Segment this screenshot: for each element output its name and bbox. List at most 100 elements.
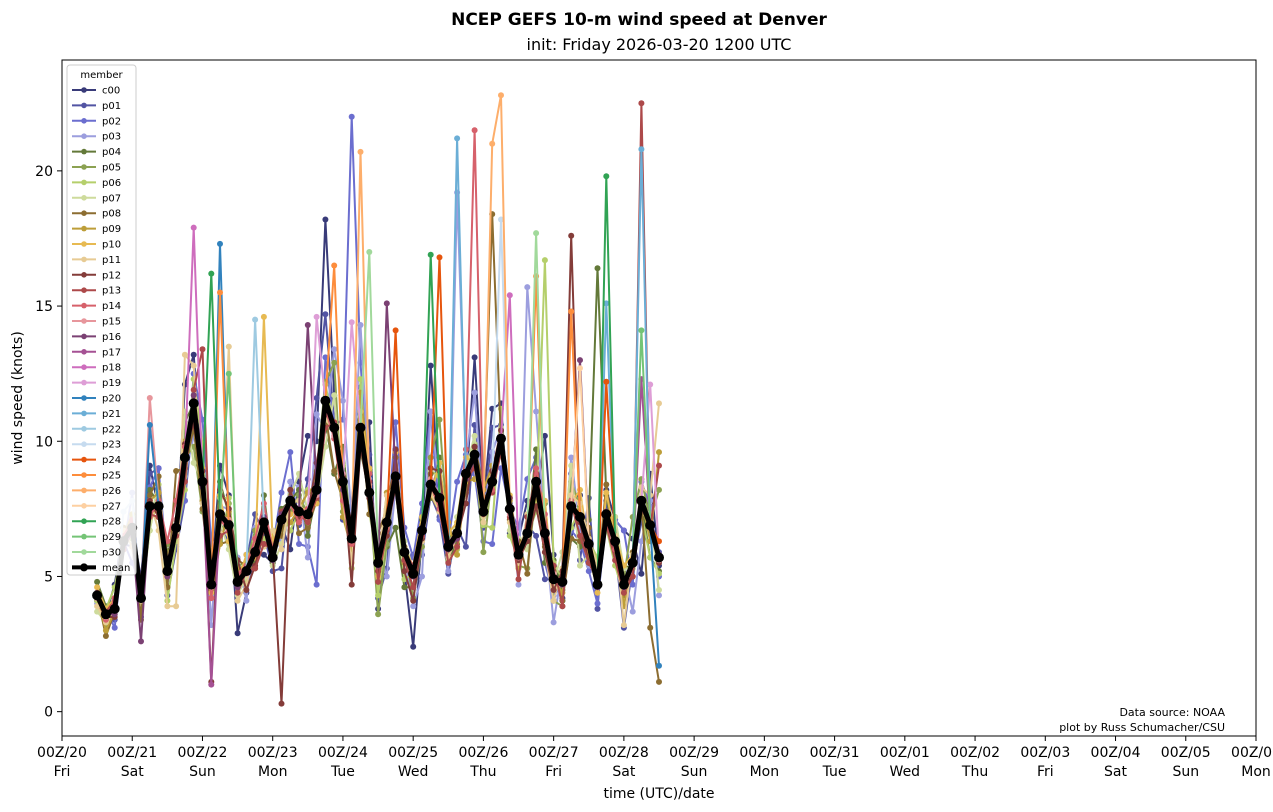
legend-swatch-marker <box>81 318 87 324</box>
plot-area <box>62 60 1256 736</box>
x-tick-label: 00Z/30 <box>739 745 789 761</box>
x-tick-day-label: Mon <box>750 764 780 780</box>
legend-swatch-marker <box>81 87 87 93</box>
data-point-mean <box>100 609 111 620</box>
data-point-mean <box>136 593 146 604</box>
data-point-mean <box>320 395 331 406</box>
data-point-p13 <box>656 462 662 469</box>
legend-swatch-marker <box>80 563 88 572</box>
legend-swatch-marker <box>81 379 87 386</box>
data-point-p05 <box>436 416 443 423</box>
data-point-p17 <box>208 681 215 688</box>
x-tick-day-label: Fri <box>1037 764 1054 780</box>
legend-entry-c00: c00 <box>72 86 120 97</box>
x-tick-day-label: Sun <box>681 764 708 780</box>
x-tick-label: 00Z/29 <box>669 745 719 761</box>
legend-entry-p14: p14 <box>72 301 121 312</box>
data-point-p25 <box>331 262 338 269</box>
data-point-p13 <box>410 584 417 591</box>
x-tick-day-label: Thu <box>961 764 988 780</box>
data-point-p03 <box>568 454 575 461</box>
data-point-p18 <box>190 224 197 231</box>
data-point-p05 <box>331 359 338 366</box>
data-point-c00 <box>234 630 241 637</box>
legend-entry-p22: p22 <box>72 424 121 435</box>
data-point-p13 <box>190 386 197 393</box>
data-point-mean <box>302 509 313 520</box>
data-point-p27 <box>577 365 583 372</box>
legend-swatch-marker <box>81 210 87 216</box>
x-tick-day-label: Sat <box>121 764 144 780</box>
data-point-mean <box>434 493 445 503</box>
legend-label: p03 <box>102 132 121 143</box>
data-point-mean <box>276 514 287 525</box>
data-point-p13 <box>629 573 636 580</box>
legend-swatch-marker <box>81 179 87 186</box>
legend-entry-p09: p09 <box>72 224 121 235</box>
data-point-mean <box>592 579 603 590</box>
data-point-p12 <box>462 500 469 507</box>
data-point-p08 <box>102 633 109 639</box>
data-point-p16 <box>138 638 144 645</box>
x-tick-label: 00Z/04 <box>1091 745 1141 761</box>
legend-label: p15 <box>102 317 121 328</box>
y-tick-label: 0 <box>44 705 53 721</box>
data-point-p21 <box>454 135 461 142</box>
plot-frame <box>61 59 1257 737</box>
y-tick-label: 15 <box>35 299 53 315</box>
legend-label: p25 <box>102 471 121 482</box>
data-point-mean <box>215 509 225 520</box>
data-point-p12 <box>550 587 557 593</box>
data-point-p24 <box>392 327 399 334</box>
data-point-p19 <box>348 319 355 326</box>
data-point-p06 <box>489 524 496 531</box>
legend-entry-p05: p05 <box>72 163 121 174</box>
data-point-mean <box>496 433 506 444</box>
legend-entry-p19: p19 <box>72 378 121 389</box>
legend-label: p29 <box>102 532 121 543</box>
data-point-p20 <box>656 662 662 669</box>
data-point-p03 <box>445 568 452 575</box>
y-tick-label: 20 <box>35 164 53 180</box>
data-point-mean <box>109 603 120 614</box>
x-tick-day-label: Wed <box>890 764 921 780</box>
data-point-p03 <box>550 619 557 626</box>
legend-entry-p27: p27 <box>72 501 121 512</box>
data-point-p12 <box>410 597 417 604</box>
data-point-p03 <box>313 411 320 418</box>
data-point-p11 <box>225 343 232 350</box>
data-point-mean <box>171 522 182 533</box>
data-point-p08 <box>524 570 531 577</box>
data-point-p04 <box>401 584 408 591</box>
data-point-c00 <box>304 432 311 439</box>
legend-entry-p24: p24 <box>72 455 121 466</box>
data-point-p10 <box>603 489 610 496</box>
x-tick-day-label: Mon <box>1241 764 1271 780</box>
annotation-credit: plot by Russ Schumacher/CSU <box>1059 721 1225 734</box>
data-point-mean <box>179 452 190 463</box>
legend-swatch-marker <box>81 272 87 278</box>
legend-entry-p03: p03 <box>72 132 121 143</box>
data-point-p11 <box>620 622 627 629</box>
data-point-p05 <box>480 549 487 556</box>
data-point-p02 <box>287 449 294 456</box>
x-tick-label: 00Z/28 <box>599 745 649 761</box>
x-tick-label: 00Z/22 <box>178 745 228 761</box>
data-point-p02 <box>489 541 496 547</box>
data-point-p12 <box>348 581 355 588</box>
data-point-mean <box>618 579 629 590</box>
data-point-mean <box>364 487 375 498</box>
data-point-mean <box>469 449 480 460</box>
data-point-p03 <box>419 573 425 580</box>
data-point-mean <box>654 552 664 563</box>
data-point-p28 <box>603 173 610 180</box>
data-point-mean <box>241 566 252 577</box>
data-point-p22 <box>252 316 259 323</box>
legend-label: p27 <box>102 501 121 512</box>
data-point-mean <box>636 495 647 506</box>
data-point-mean <box>478 506 489 517</box>
legend-label: p19 <box>102 378 121 389</box>
data-point-p20 <box>217 240 223 247</box>
data-point-p09 <box>102 627 109 634</box>
legend-entry-p11: p11 <box>72 255 121 266</box>
